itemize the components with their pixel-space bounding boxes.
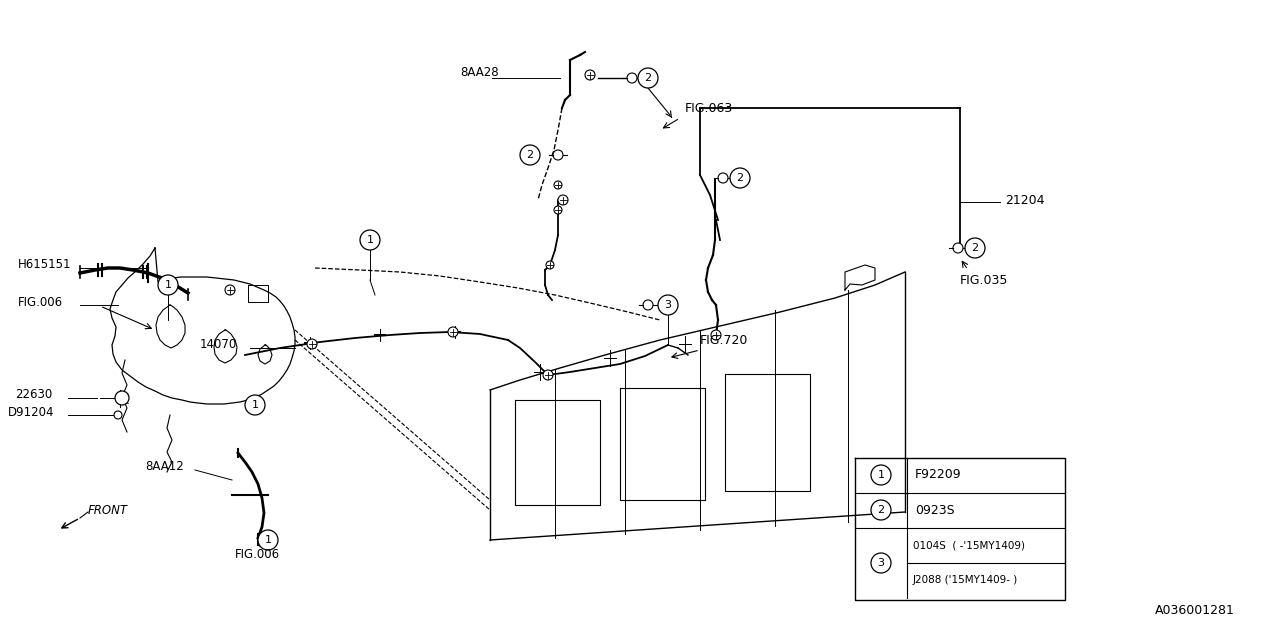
Circle shape: [558, 195, 568, 205]
Circle shape: [448, 327, 458, 337]
Text: FIG.006: FIG.006: [18, 296, 63, 308]
Circle shape: [115, 391, 129, 405]
Text: 2: 2: [877, 505, 884, 515]
Circle shape: [643, 300, 653, 310]
Circle shape: [637, 68, 658, 88]
Circle shape: [543, 370, 553, 380]
Circle shape: [244, 395, 265, 415]
Text: 1: 1: [878, 470, 884, 480]
Text: 2: 2: [526, 150, 534, 160]
Text: 21204: 21204: [1005, 193, 1044, 207]
Circle shape: [965, 238, 986, 258]
Text: 22630: 22630: [15, 388, 52, 401]
Text: 1: 1: [165, 280, 172, 290]
Circle shape: [870, 465, 891, 485]
Circle shape: [870, 553, 891, 573]
Circle shape: [870, 500, 891, 520]
Text: FIG.063: FIG.063: [685, 102, 733, 115]
Text: 8AA28: 8AA28: [460, 67, 499, 79]
Text: J2088 ('15MY1409- ): J2088 ('15MY1409- ): [913, 575, 1019, 585]
Text: FIG.035: FIG.035: [960, 273, 1009, 287]
Text: 1: 1: [366, 235, 374, 245]
Text: 14070: 14070: [200, 339, 237, 351]
Text: 1: 1: [265, 535, 271, 545]
Circle shape: [114, 411, 122, 419]
Circle shape: [547, 261, 554, 269]
Circle shape: [718, 173, 728, 183]
Circle shape: [627, 73, 637, 83]
Text: 0923S: 0923S: [915, 504, 955, 516]
Text: 2: 2: [736, 173, 744, 183]
Circle shape: [658, 295, 678, 315]
Circle shape: [954, 243, 963, 253]
Circle shape: [730, 168, 750, 188]
Text: FIG.720: FIG.720: [700, 333, 749, 346]
Text: 2: 2: [644, 73, 652, 83]
Circle shape: [307, 339, 317, 349]
Text: 2: 2: [972, 243, 979, 253]
Text: D91204: D91204: [8, 406, 55, 419]
Text: FRONT: FRONT: [88, 504, 128, 516]
Text: H615151: H615151: [18, 259, 72, 271]
Text: 3: 3: [664, 300, 672, 310]
Circle shape: [585, 70, 595, 80]
Text: 3: 3: [878, 558, 884, 568]
Circle shape: [554, 181, 562, 189]
Circle shape: [520, 145, 540, 165]
Circle shape: [225, 285, 236, 295]
Circle shape: [360, 230, 380, 250]
Circle shape: [554, 206, 562, 214]
Text: 1: 1: [251, 400, 259, 410]
Text: 0104S  ( -'15MY1409): 0104S ( -'15MY1409): [913, 540, 1025, 550]
Circle shape: [157, 275, 178, 295]
Text: FIG.006: FIG.006: [236, 548, 280, 561]
Text: F92209: F92209: [915, 468, 961, 481]
Circle shape: [553, 150, 563, 160]
Circle shape: [710, 330, 721, 340]
Text: A036001281: A036001281: [1155, 604, 1235, 616]
Text: 8AA12: 8AA12: [145, 461, 184, 474]
Circle shape: [259, 530, 278, 550]
